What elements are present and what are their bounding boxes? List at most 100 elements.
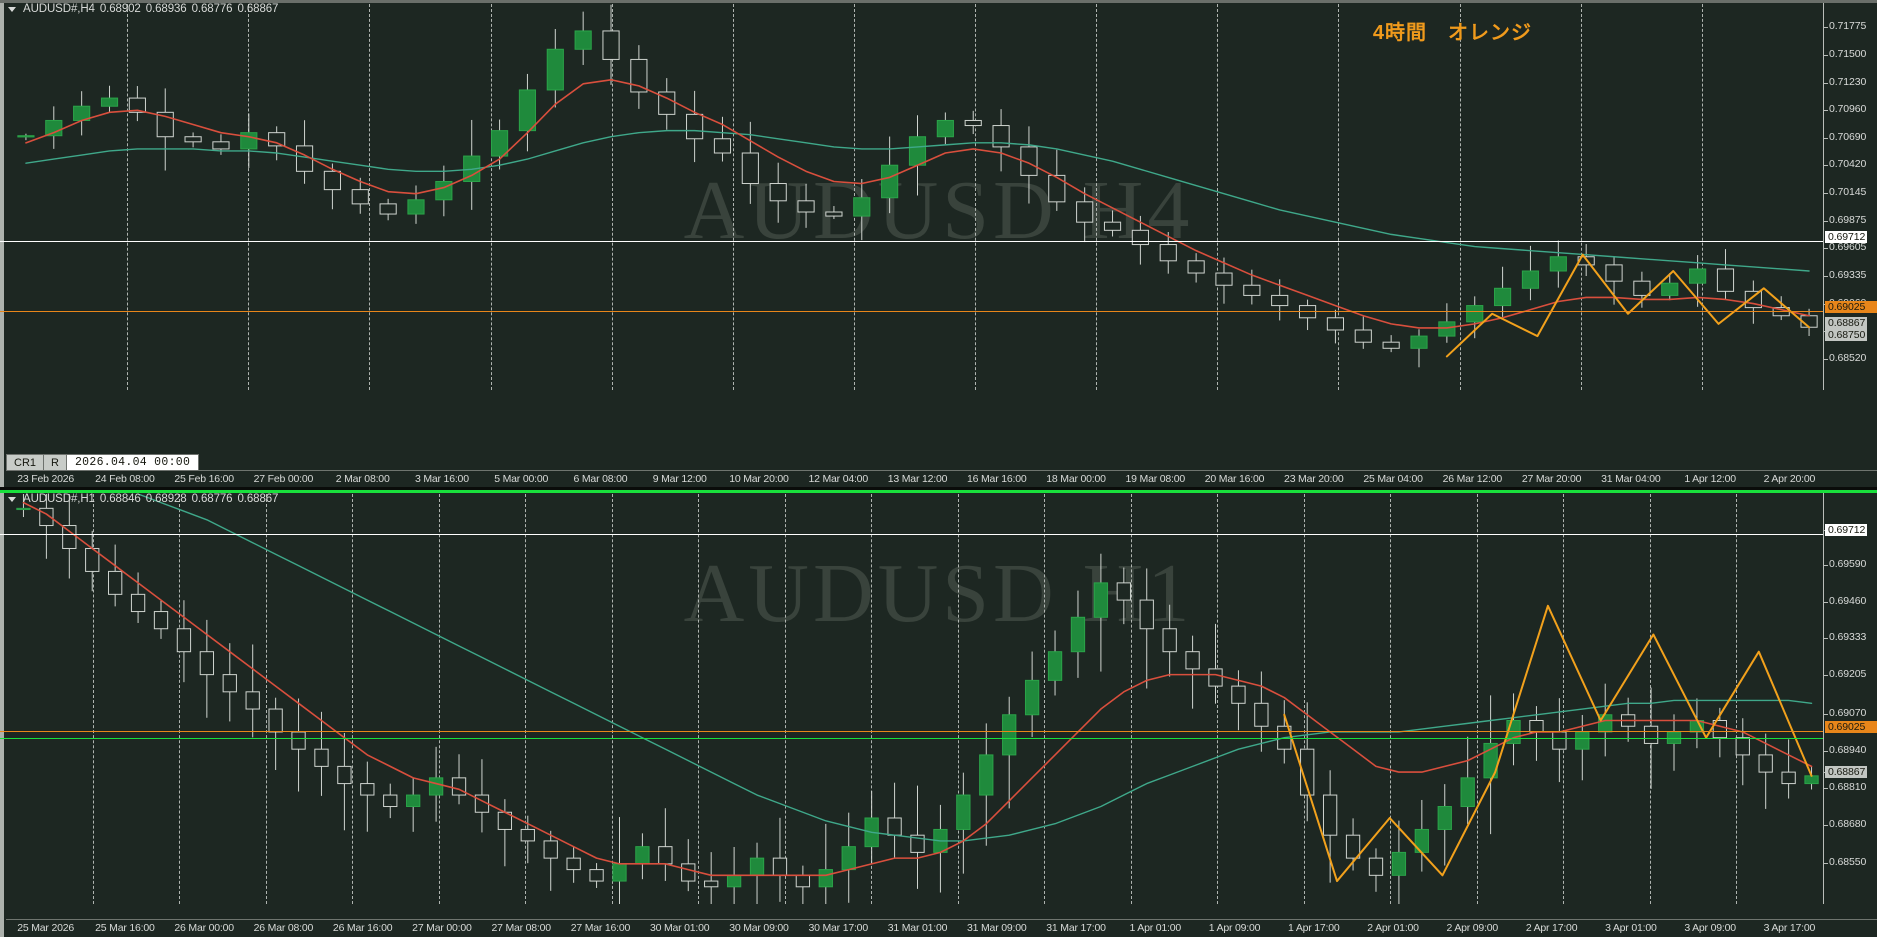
grid-vline: [127, 4, 129, 390]
time-axis-label: 25 Mar 04:00: [1363, 473, 1423, 485]
crosshair-datetime: 2026.04.04 00:00: [65, 454, 200, 471]
chevron-down-icon[interactable]: [8, 6, 16, 12]
time-axis-label: 10 Mar 20:00: [729, 473, 789, 485]
panel-divider-green: [0, 490, 1877, 493]
time-axis-label: 12 Mar 04:00: [808, 473, 868, 485]
time-axis-label: 26 Mar 08:00: [253, 922, 314, 934]
time-axis-label: 30 Mar 09:00: [729, 922, 789, 934]
grid-vline: [1390, 494, 1392, 904]
time-axis-label: 27 Mar 20:00: [1521, 473, 1582, 485]
price-axis-label: 0.69335: [1829, 268, 1867, 281]
price-axis-label: 0.71230: [1829, 75, 1867, 88]
price-axis-label: 0.70960: [1829, 103, 1867, 116]
grid-vline: [732, 4, 734, 390]
price-tick: [1824, 674, 1828, 676]
window-left-edge: [0, 0, 4, 937]
price-tick: [1824, 55, 1828, 57]
current-price-label-orange: 0.69025: [1825, 301, 1877, 314]
price-tick: [1824, 248, 1828, 250]
price-tick: [1824, 601, 1828, 603]
price-axis-h4[interactable]: 0.71775 0.71500 0.71230 0.70960 0.70690 0.704…: [1823, 0, 1877, 390]
grid-vline: [1736, 494, 1738, 904]
time-axis-h4[interactable]: 23 Feb 2026 24 Feb 08:00 25 Feb 16:00 27 Fe…: [6, 470, 1877, 488]
crosshair-cr-label[interactable]: CR1: [6, 454, 44, 471]
price-tick: [1824, 358, 1828, 360]
price-tick: [1824, 862, 1828, 864]
grid-vline: [1217, 494, 1219, 904]
time-axis-label: 1 Apr 09:00: [1208, 922, 1261, 934]
price-tick: [1824, 165, 1828, 167]
time-axis-label: 19 Mar 08:00: [1125, 473, 1186, 485]
price-line-white-h4: [0, 241, 1823, 243]
price-line-orange-h1: [0, 730, 1823, 732]
chevron-down-icon[interactable]: [8, 496, 16, 502]
price-axis-h1[interactable]: 0.69712 0.69590 0.69460 0.69333 0.69205 0.690…: [1823, 490, 1877, 904]
chart-header-h1: AUDUSD#,H1 0.68846 0.68928 0.68776 0.688…: [8, 493, 278, 505]
price-line-white-h1: [0, 533, 1823, 535]
panel-divider-dark: [0, 487, 1877, 490]
annotation-text: 4時間 オレンジ: [1372, 22, 1532, 44]
grid-vline: [352, 494, 354, 904]
grid-vline: [957, 494, 959, 904]
crosshair-r-label[interactable]: R: [43, 454, 66, 471]
time-axis-label: 3 Apr 17:00: [1763, 922, 1816, 934]
grid-vline: [1580, 4, 1582, 390]
grid-vline: [1338, 4, 1340, 390]
time-axis-label: 27 Feb 00:00: [253, 473, 314, 485]
grid-vline: [1649, 494, 1651, 904]
chart-header-h4: AUDUSD#,H4 0.68902 0.68936 0.68776 0.688…: [8, 3, 278, 15]
current-price-label-orange: 0.69025: [1825, 720, 1877, 733]
low-value-h1: 0.68776: [191, 493, 233, 505]
price-axis-label: 0.69333: [1829, 631, 1867, 644]
time-axis-label: 1 Apr 12:00: [1684, 473, 1736, 485]
time-axis-label: 2 Apr 01:00: [1367, 922, 1419, 934]
price-axis-label: 0.68680: [1829, 818, 1867, 831]
time-axis-label: 23 Feb 2026: [17, 473, 75, 485]
price-axis-label: 0.70145: [1829, 186, 1867, 199]
price-axis-label: 0.69875: [1829, 213, 1867, 226]
current-price-label-white: 0.69712: [1825, 231, 1868, 244]
price-axis-label: 0.69460: [1829, 594, 1867, 607]
time-axis-label: 27 Mar 00:00: [412, 922, 472, 934]
time-axis-label: 27 Mar 08:00: [491, 922, 551, 934]
grid-vline: [1217, 4, 1219, 390]
time-axis-label: 23 Mar 20:00: [1284, 473, 1344, 485]
chart-panel-h4[interactable]: AUDUSD H4 4時間 オレンジ AUDUSD#,H4 0.68902 0.…: [0, 0, 1877, 490]
low-value-h4: 0.68776: [191, 3, 233, 15]
time-axis-label: 16 Mar 16:00: [967, 473, 1027, 485]
current-price-label-grey: 0.68867: [1825, 317, 1868, 330]
grid-vline: [784, 494, 786, 904]
plot-area-h4[interactable]: [6, 4, 1823, 390]
crosshair-status-box[interactable]: CR1 R 2026.04.04 00:00: [6, 454, 200, 471]
time-axis-label: 31 Mar 04:00: [1601, 473, 1661, 485]
time-axis-h1[interactable]: 25 Mar 2026 25 Mar 16:00 26 Mar 00:00 26 Ma…: [6, 919, 1877, 937]
time-axis-label: 2 Apr 20:00: [1763, 473, 1816, 485]
grid-vline: [490, 4, 492, 390]
time-axis-label: 2 Apr 09:00: [1446, 922, 1499, 934]
price-tick: [1824, 750, 1828, 752]
symbol-label-h1: AUDUSD#,H1: [23, 493, 95, 505]
time-axis-label: 5 Mar 00:00: [494, 473, 549, 485]
price-axis-label: 0.71500: [1829, 48, 1867, 61]
grid-vline: [698, 494, 700, 904]
price-tick: [1824, 825, 1828, 827]
symbol-label-h4: AUDUSD#,H4: [23, 3, 95, 15]
price-axis-label: 0.70690: [1829, 130, 1867, 143]
current-price-label-grey: 0.68867: [1825, 765, 1868, 778]
chart-panel-h1[interactable]: AUDUSD H1 AUDUSD#,H1 0.68846 0.68928 0.6…: [0, 490, 1877, 937]
time-axis-label: 26 Mar 16:00: [332, 922, 393, 934]
time-axis-label: 31 Mar 01:00: [887, 922, 948, 934]
price-tick: [1824, 220, 1828, 222]
price-axis-label: 0.71775: [1829, 20, 1867, 33]
time-axis-label: 2 Mar 08:00: [335, 473, 390, 485]
price-axis-label: 0.68520: [1829, 351, 1867, 364]
price-tick: [1824, 275, 1828, 277]
plot-area-h1[interactable]: [6, 494, 1823, 904]
price-line-orange-h4: [0, 311, 1823, 313]
time-axis-label: 2 Apr 17:00: [1525, 922, 1578, 934]
grid-vline: [1303, 494, 1305, 904]
time-axis-label: 1 Apr 01:00: [1129, 922, 1182, 934]
grid-vline: [871, 494, 873, 904]
price-tick: [1824, 564, 1828, 566]
price-axis-label: 0.69590: [1829, 557, 1867, 570]
